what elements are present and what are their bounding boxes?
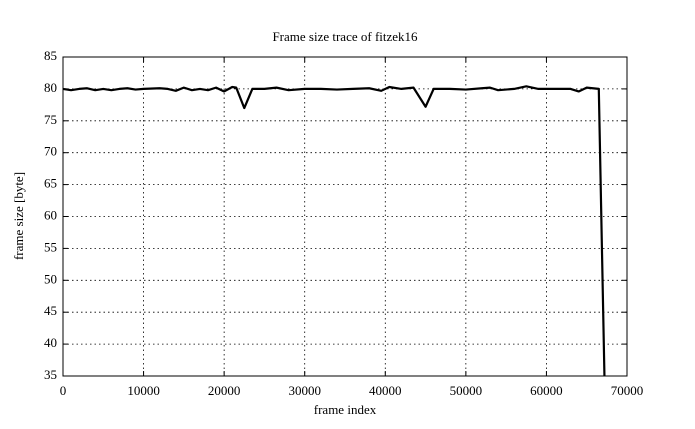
data-line xyxy=(62,85,606,377)
x-tick-label: 20000 xyxy=(208,383,241,398)
x-tick-label: 0 xyxy=(60,383,67,398)
chart-title: Frame size trace of fitzek16 xyxy=(272,29,418,44)
y-tick-label: 35 xyxy=(44,367,57,382)
y-tick-label: 80 xyxy=(44,80,57,95)
x-axis-label: frame index xyxy=(314,402,377,417)
y-tick-label: 70 xyxy=(44,144,57,159)
y-tick-label: 75 xyxy=(44,112,57,127)
y-tick-label: 45 xyxy=(44,303,57,318)
x-tick-label: 70000 xyxy=(611,383,644,398)
y-tick-label: 40 xyxy=(44,335,57,350)
plot-frame xyxy=(62,56,628,377)
x-tick-label: 40000 xyxy=(369,383,402,398)
x-tick-label: 50000 xyxy=(450,383,483,398)
y-tick-label: 55 xyxy=(44,239,57,254)
y-axis-label: frame size [byte] xyxy=(11,172,26,260)
y-tick-label: 50 xyxy=(44,271,57,286)
x-tick-label: 60000 xyxy=(530,383,563,398)
y-tick-label: 60 xyxy=(44,207,57,222)
y-tick-label: 85 xyxy=(44,48,57,63)
x-tick-label: 10000 xyxy=(127,383,160,398)
x-tick-label: 30000 xyxy=(288,383,321,398)
y-tick-label: 65 xyxy=(44,176,57,191)
